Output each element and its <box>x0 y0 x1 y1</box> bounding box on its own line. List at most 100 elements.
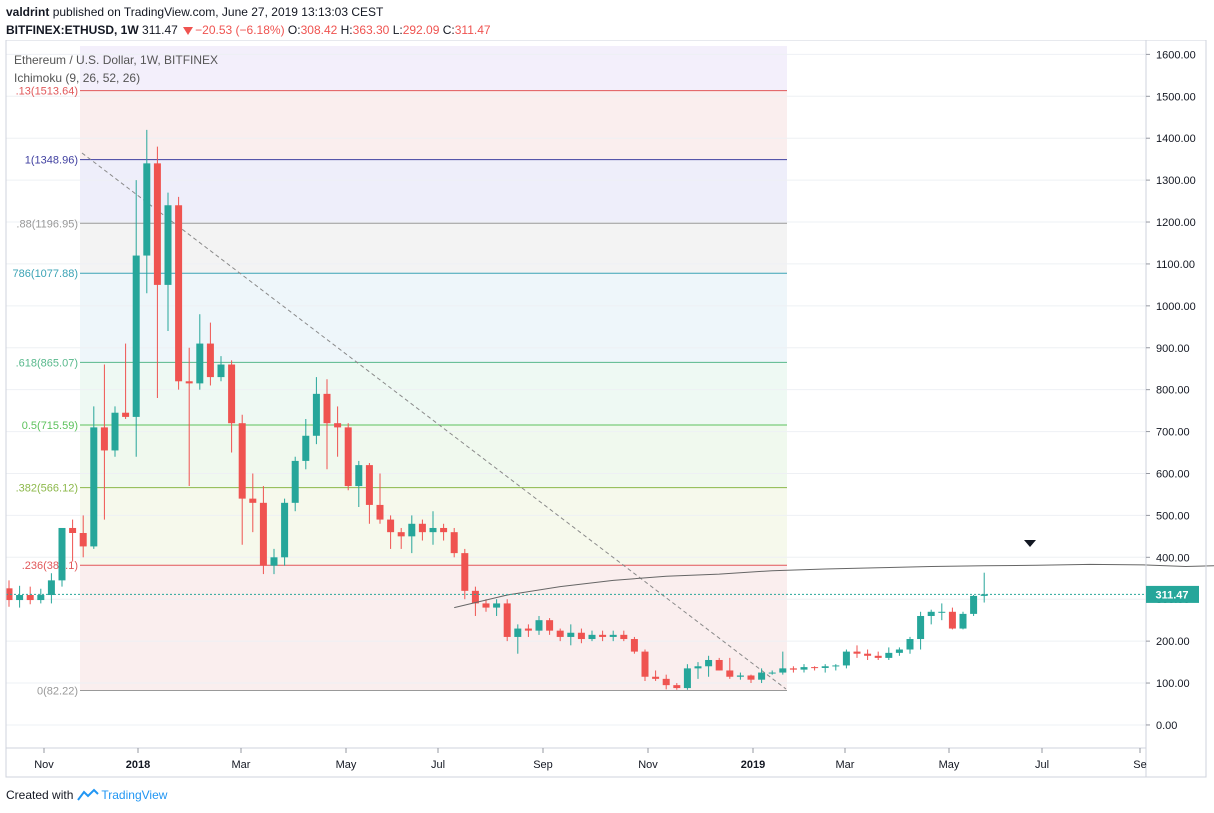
published-text: published on TradingView.com, June 27, 2… <box>52 5 384 19</box>
fib-band <box>80 425 787 488</box>
fib-level-label: .236(381.1) <box>22 560 78 572</box>
candle-body <box>641 651 649 677</box>
candle-body <box>588 634 596 640</box>
fib-band <box>80 46 787 91</box>
price-tick-label: 1000.00 <box>1156 301 1196 313</box>
candle-body <box>789 668 797 670</box>
price-tick-label: 1200.00 <box>1156 217 1196 229</box>
last-price-value: 311.47 <box>1155 589 1188 601</box>
candle-body <box>609 634 617 637</box>
candle-body <box>821 666 829 668</box>
price-tick-label: 400.00 <box>1156 552 1190 564</box>
candle-body <box>249 498 257 503</box>
fib-band <box>80 90 787 160</box>
alert-marker-icon[interactable] <box>1024 540 1036 547</box>
ohlc-header: BITFINEX:ETHUSD, 1W 311.47 −20.53 (−6.18… <box>6 23 491 37</box>
candle-body <box>620 634 628 640</box>
candle-body <box>440 527 448 533</box>
candle-body <box>365 465 373 505</box>
candle-body <box>948 611 956 629</box>
moving-average-line <box>454 563 1214 609</box>
price-tick-label: 500.00 <box>1156 510 1190 522</box>
candle-body <box>100 427 108 451</box>
candle-body <box>259 502 267 566</box>
candle-body <box>122 412 130 417</box>
time-tick-label: Mar <box>232 759 251 771</box>
tradingview-logo[interactable]: TradingView <box>77 788 167 802</box>
candle-body <box>514 628 522 637</box>
candle-body <box>90 427 98 547</box>
time-tick-label: Nov <box>638 759 658 771</box>
candle-body <box>811 667 819 669</box>
candles <box>5 129 988 690</box>
fib-bands <box>80 46 787 691</box>
candle-body <box>599 634 607 637</box>
candle-body <box>927 611 935 616</box>
candle-body <box>535 620 543 631</box>
price-tick-label: 200.00 <box>1156 636 1190 648</box>
time-tick-label: Jul <box>1035 759 1049 771</box>
candle-body <box>980 594 988 596</box>
last-price-tag: 311.47 <box>1146 585 1199 603</box>
candle-body <box>387 519 395 533</box>
candle-body <box>58 527 66 581</box>
candle-body <box>567 632 575 637</box>
trend-line[interactable] <box>81 152 787 690</box>
candle-body <box>895 649 903 653</box>
fib-retracement[interactable]: .13(1513.64) 1(1348.96) .88(1196.95) 786(10… <box>13 86 787 698</box>
candle-body <box>705 659 713 667</box>
fib-band <box>80 223 787 274</box>
candle-body <box>683 668 691 689</box>
time-tick-label: Sep <box>533 759 553 771</box>
candle-body <box>429 527 437 533</box>
time-tick-label: Nov <box>34 759 54 771</box>
candle-body <box>715 659 723 671</box>
footer: Created with TradingView <box>6 788 167 802</box>
candle-body <box>376 504 384 520</box>
candle-body <box>652 676 660 679</box>
author-name[interactable]: valdrint <box>6 5 50 19</box>
candle-body <box>546 620 554 631</box>
created-with-text: Created with <box>6 788 74 802</box>
candle-body <box>69 527 77 533</box>
publish-info: valdrint published on TradingView.com, J… <box>6 5 383 19</box>
fib-band <box>80 273 787 363</box>
candle-body <box>970 595 978 614</box>
candle-body <box>493 603 501 608</box>
candle-body <box>206 343 214 378</box>
candle-body <box>47 580 55 596</box>
candle-body <box>175 205 183 382</box>
price-tick-label: 1100.00 <box>1156 259 1195 271</box>
candle-body <box>323 393 331 424</box>
indicator-label[interactable]: Ichimoku (9, 26, 52, 26) <box>14 71 140 85</box>
price-axis[interactable]: 1600.00 1500.00 1400.00 1300.00 1200.00 1100.… <box>1146 49 1196 732</box>
candle-body <box>302 435 310 461</box>
candle-body <box>344 427 352 487</box>
candle-body <box>5 588 13 601</box>
price-tick-label: 1400.00 <box>1156 133 1196 145</box>
open-label: O: <box>287 23 301 37</box>
candle-body <box>26 595 34 601</box>
price-tick-label: 0.00 <box>1156 720 1177 732</box>
candle-body <box>503 603 511 637</box>
price-tick-label: 900.00 <box>1156 343 1190 355</box>
candle-body <box>238 423 246 499</box>
time-tick-label: 2018 <box>126 759 150 771</box>
fib-band <box>80 159 787 224</box>
chart-frame <box>5 40 1207 778</box>
time-tick-label: Se <box>1133 759 1146 771</box>
fib-band <box>80 565 787 691</box>
price-tick-label: 1600.00 <box>1156 49 1196 61</box>
candle-body <box>281 502 289 558</box>
candle-body <box>450 532 458 554</box>
chart-title: Ethereum / U.S. Dollar, 1W, BITFINEX <box>14 53 218 67</box>
candle-body <box>917 615 925 640</box>
candle-body <box>185 381 193 384</box>
price-tick-label: 1500.00 <box>1156 91 1196 103</box>
candle-body <box>524 628 532 631</box>
time-axis[interactable]: Nov 2018 Mar May Jul Sep Nov 2019 Mar May Jul Se <box>34 748 1147 771</box>
low-label: L: <box>392 23 403 37</box>
candle-body <box>577 632 585 640</box>
candle-body <box>132 255 140 417</box>
price-chart[interactable]: .13(1513.64) 1(1348.96) .88(1196.95) 786(10… <box>0 40 1214 778</box>
